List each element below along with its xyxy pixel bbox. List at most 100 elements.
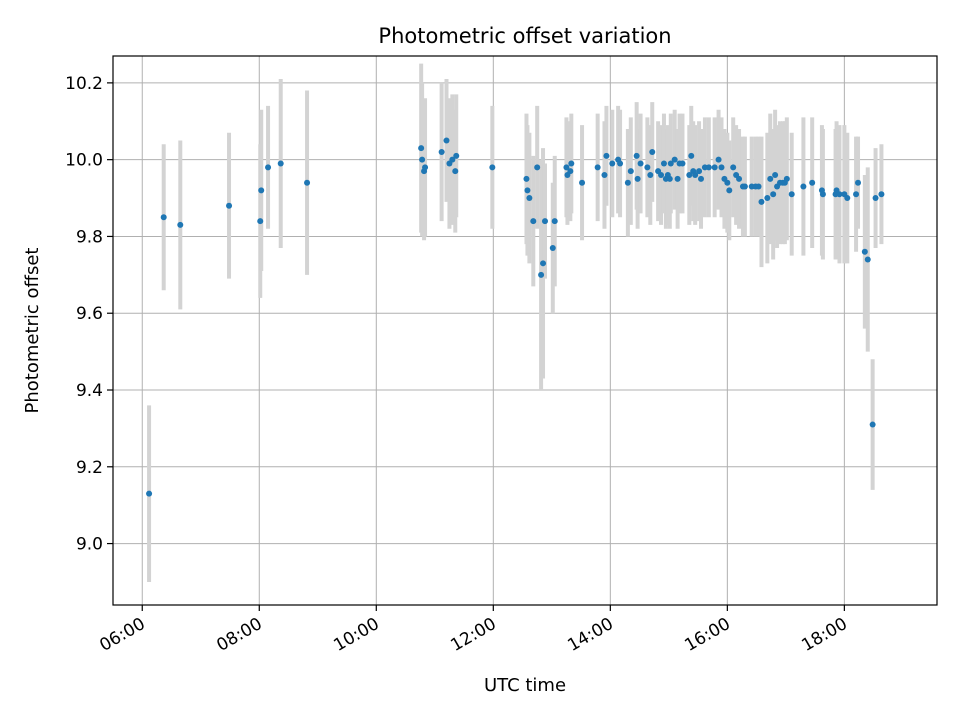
y-tick-label: 9.0 [76, 535, 103, 555]
data-point [540, 260, 547, 267]
data-point [770, 191, 777, 198]
y-tick-label: 9.8 [76, 227, 103, 247]
data-point [705, 164, 712, 171]
data-point [788, 191, 795, 198]
data-point [724, 179, 731, 186]
x-tick-label: 12:00 [447, 614, 499, 656]
data-point [567, 168, 574, 175]
data-point [869, 421, 876, 428]
data-point [688, 152, 695, 159]
data-point [449, 156, 456, 163]
data-points [146, 137, 885, 497]
data-point [783, 175, 790, 182]
data-point [855, 179, 862, 186]
data-point [674, 175, 681, 182]
y-tick-label: 9.2 [76, 458, 103, 478]
data-point [679, 160, 686, 167]
data-point [160, 214, 167, 221]
data-point [551, 218, 558, 225]
x-tick-label: 14:00 [564, 614, 616, 656]
plot-frame [112, 55, 938, 606]
data-point [617, 160, 624, 167]
data-point [304, 179, 311, 186]
data-point [698, 175, 705, 182]
y-tick-label: 9.4 [76, 381, 103, 401]
data-point [523, 175, 530, 182]
data-point [422, 164, 429, 171]
y-tick-label: 10.2 [65, 74, 103, 94]
data-point [644, 164, 651, 171]
data-point [649, 148, 656, 155]
data-point [579, 179, 586, 186]
data-point [711, 164, 718, 171]
data-point [658, 172, 665, 179]
data-point [726, 187, 733, 194]
data-point [226, 202, 233, 209]
data-point [438, 148, 445, 155]
data-point [647, 172, 654, 179]
data-point [418, 145, 425, 152]
data-point [568, 160, 575, 167]
y-tick-label: 9.6 [76, 304, 103, 324]
data-point [265, 164, 272, 171]
data-point [819, 191, 826, 198]
data-point [878, 191, 885, 198]
data-point [594, 164, 601, 171]
data-point [538, 271, 545, 278]
data-point [686, 172, 693, 179]
data-point [764, 195, 771, 202]
data-point [277, 160, 284, 167]
data-point [633, 152, 640, 159]
data-point [660, 160, 667, 167]
data-point [767, 175, 774, 182]
data-point [624, 179, 631, 186]
data-point [443, 137, 450, 144]
x-tick-label: 10:00 [330, 614, 382, 656]
data-point [637, 160, 644, 167]
data-point [755, 183, 762, 190]
data-point [872, 195, 879, 202]
data-point [601, 172, 608, 179]
data-point [146, 490, 153, 497]
x-tick-label: 16:00 [681, 614, 733, 656]
data-point [452, 168, 459, 175]
data-point [836, 191, 843, 198]
chart-title: Photometric offset variation [378, 24, 671, 48]
data-point [758, 198, 765, 205]
data-point [258, 187, 265, 194]
data-point [603, 152, 610, 159]
data-point [844, 195, 851, 202]
data-point [453, 152, 460, 159]
data-point [524, 187, 531, 194]
data-point [257, 218, 264, 225]
x-axis-label: UTC time [484, 675, 566, 696]
y-axis-ticks: 9.0 9.2 9.4 9.6 9.8 10.0 10.2 [65, 74, 113, 555]
data-point [696, 168, 703, 175]
x-tick-label: 08:00 [213, 614, 265, 656]
data-point [667, 160, 674, 167]
x-axis-ticks: 06:00 08:00 10:00 12:00 14:00 16:00 18:00 [96, 605, 851, 656]
data-point [741, 183, 748, 190]
data-point [489, 164, 496, 171]
data-point [549, 244, 556, 251]
data-point [772, 172, 779, 179]
data-point [800, 183, 807, 190]
data-point [563, 164, 570, 171]
data-point [666, 175, 673, 182]
data-point [530, 218, 537, 225]
data-point [609, 160, 616, 167]
x-tick-label: 06:00 [96, 614, 148, 656]
data-point [627, 168, 634, 175]
data-point [526, 195, 533, 202]
x-tick-label: 18:00 [798, 614, 850, 656]
data-point [534, 164, 541, 171]
data-point [671, 156, 678, 163]
data-point [177, 221, 184, 228]
y-tick-label: 10.0 [65, 151, 103, 171]
data-point [809, 179, 816, 186]
data-point [634, 175, 641, 182]
data-point [853, 191, 860, 198]
data-point [861, 248, 868, 255]
data-point [730, 164, 737, 171]
